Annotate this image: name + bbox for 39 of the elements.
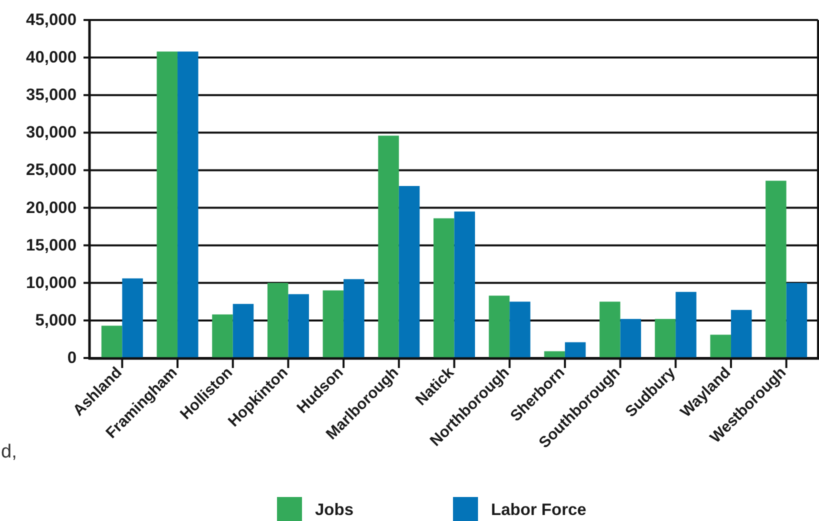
bar (398, 186, 420, 358)
y-tick-label: 20,000 (26, 198, 76, 217)
bar (433, 218, 454, 358)
y-tick-label: 45,000 (26, 11, 76, 29)
bar (454, 212, 476, 358)
legend-label: Jobs (315, 501, 354, 519)
bar (600, 302, 620, 358)
bar (378, 136, 399, 358)
bar (488, 296, 510, 358)
y-tick-label: 15,000 (26, 236, 76, 254)
y-tick-label: 5,000 (35, 311, 76, 330)
bar (232, 304, 254, 358)
bar (122, 278, 143, 358)
bar (267, 282, 288, 358)
y-tick-label: 35,000 (26, 86, 76, 104)
bar (730, 310, 752, 358)
bar (620, 318, 642, 358)
text: d, (1, 442, 17, 462)
bar (564, 342, 586, 358)
y-tick-label: 0 (67, 349, 76, 367)
bar (344, 279, 364, 358)
bar (322, 290, 344, 358)
bar (156, 52, 178, 358)
bar (510, 302, 530, 358)
legend-label: Labor Force (491, 501, 586, 519)
y-tick-label: 25,000 (26, 161, 76, 180)
bar (212, 314, 233, 358)
bar (544, 351, 565, 358)
bar (676, 292, 696, 358)
y-tick-label: 30,000 (26, 124, 76, 142)
bar (786, 282, 808, 358)
bar (710, 334, 731, 358)
bar (288, 294, 309, 358)
bar (654, 318, 676, 358)
y-tick-label: 10,000 (26, 274, 76, 292)
y-tick-label: 40,000 (26, 48, 76, 67)
bar (178, 52, 198, 358)
bar (766, 180, 786, 358)
bar (101, 326, 122, 358)
